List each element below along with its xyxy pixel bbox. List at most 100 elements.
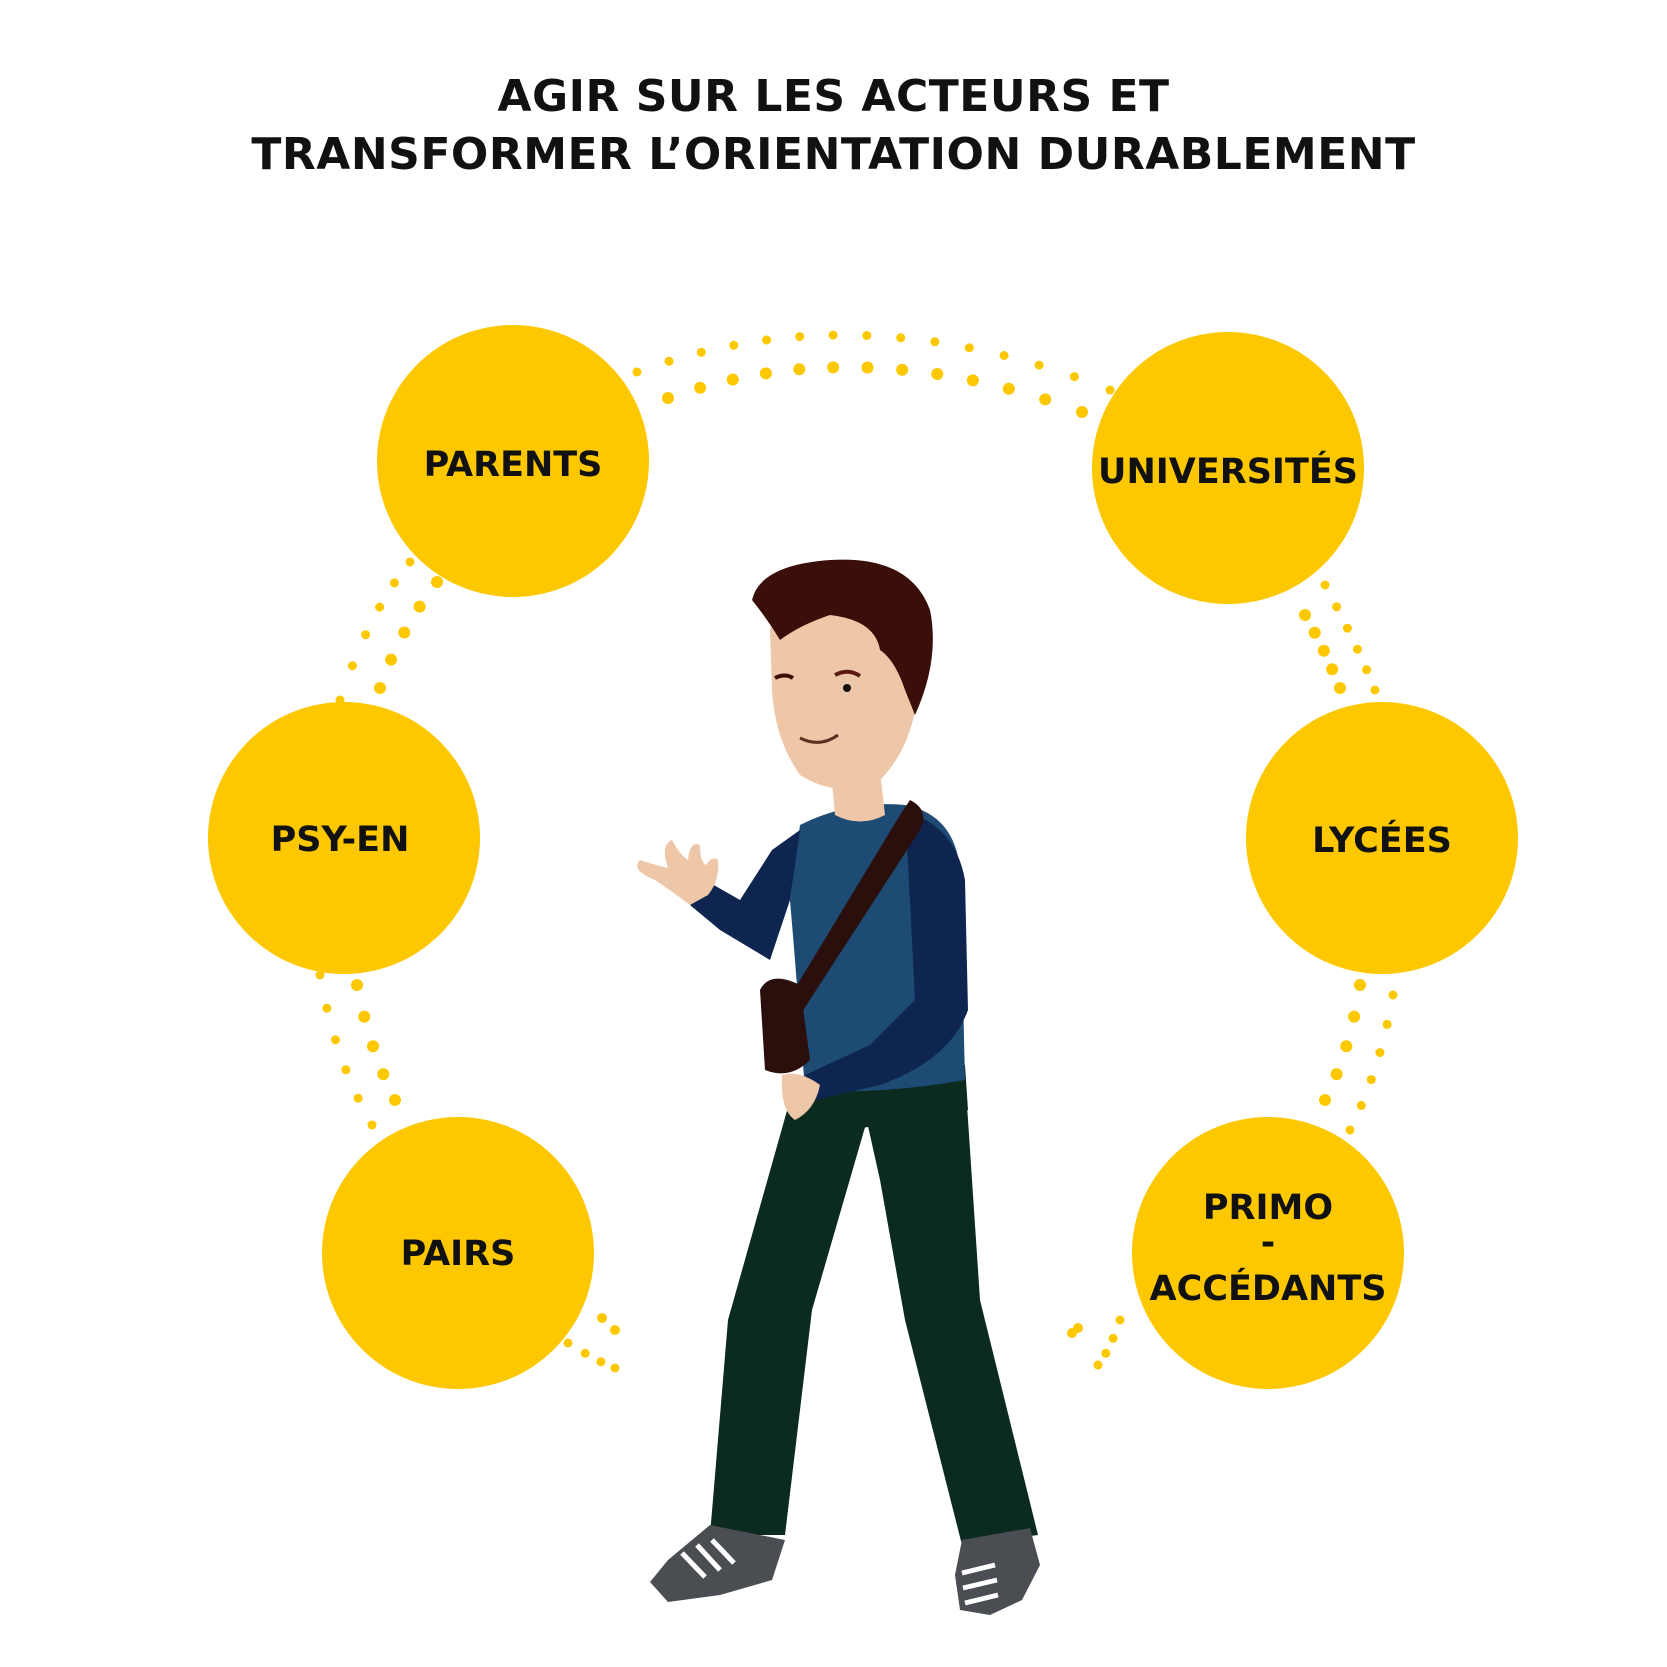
connector-dot [1039,393,1052,406]
connector-dot [385,653,398,666]
shoe-right [955,1528,1040,1615]
connector-dot [896,363,909,376]
connector-dot [696,347,706,357]
connector-dot [862,331,872,340]
connector-dot [1108,1333,1118,1343]
node-primo-accedants: PRIMO - ACCÉDANTS [1132,1117,1404,1389]
connector-dot [662,392,674,404]
shoe-left [650,1525,785,1602]
node-primo-label-line-2: - [1261,1223,1276,1263]
connector-dot [580,1348,590,1358]
connector-dot [793,363,806,376]
connector-dot [341,1065,351,1075]
connector-dot [1354,979,1366,991]
connector-dot [374,682,386,694]
connector-dot [1299,609,1311,621]
connector-dot [1317,644,1330,657]
connector-dot [389,578,399,588]
connector-dot [431,576,443,588]
connector-dot [762,335,772,345]
connector-dot [1320,580,1330,590]
node-universites-label: UNIVERSITÉS [1098,450,1358,492]
connector-dot [795,332,805,342]
connector-dot [966,374,979,387]
connector-dot [896,333,906,343]
connector-dot [413,600,426,613]
node-psy-en: PSY-EN [208,702,480,974]
connector-dot [632,367,642,377]
student-illustration [637,559,1040,1615]
connector-dot [1332,602,1342,612]
connector-dot [353,1093,363,1103]
connector-dot [694,381,707,394]
connector-dot [1330,1068,1343,1081]
node-parents-label: PARENTS [424,445,603,485]
connector-dot [726,373,739,386]
connector-dot [1366,1075,1376,1085]
connector-dot [931,368,944,380]
connector-dot [358,1010,371,1023]
connector-dot [827,361,840,374]
connector-dot [930,337,940,347]
node-lycees-label: LYCÉES [1312,819,1452,861]
connector-dot [999,351,1009,360]
connector-dot [347,661,357,671]
connector-dot [1069,372,1079,382]
connector-dot [610,1325,620,1335]
connector-dot [1308,626,1321,639]
connector-dot [1093,1360,1103,1370]
connector-dot [398,626,411,639]
connector-dot [1115,1315,1125,1325]
connector-dot [1034,360,1044,370]
connector-dot [331,1035,340,1045]
connector-dot [315,970,325,980]
connector-dot [1340,1040,1353,1053]
connector-dot [1334,682,1346,694]
connector-dot [377,1068,390,1081]
connector-dot [828,330,838,340]
connector-dot [367,1120,377,1130]
connector-dot [1326,663,1339,676]
node-psy-en-label: PSY-EN [271,820,410,860]
connector-dot [1356,1100,1366,1110]
node-primo-label-line-3: ACCÉDANTS [1150,1267,1387,1309]
connector-dot [964,343,974,353]
title-line-1: AGIR SUR LES ACTEURS ET [497,71,1170,122]
connector-dot [596,1357,606,1367]
dotted-connectors [315,330,1398,1373]
node-lycees: LYCÉES [1246,702,1518,974]
connector-dot [322,1003,332,1013]
connector-dot [729,340,739,350]
connector-dot [759,367,772,380]
node-pairs: PAIRS [322,1117,594,1389]
connector-dot [1345,1125,1355,1135]
connector-dot [1352,644,1362,654]
node-parents: PARENTS [377,325,649,597]
page-title: AGIR SUR LES ACTEURS ET TRANSFORMER L’OR… [0,68,1667,184]
connector-dot [1002,382,1015,395]
connector-dot [361,630,371,640]
connector-dot [351,979,363,991]
connector-dot [563,1338,573,1348]
connector-dot [1067,1328,1077,1338]
connector-dot [1342,623,1352,633]
connector-dot [405,557,415,567]
connector-dot [1319,1094,1331,1106]
connector-dot [664,356,674,366]
connector-dot [375,602,385,612]
connector-dot [367,1040,379,1053]
connector-dot [1105,385,1115,395]
connector-dot [1388,990,1398,1000]
connector-dot [389,1094,401,1106]
connector-dot [610,1363,620,1373]
node-universites: UNIVERSITÉS [1092,332,1364,604]
connector-dot [1370,685,1380,695]
connector-dot [1348,1010,1361,1023]
title-line-2: TRANSFORMER L’ORIENTATION DURABLEMENT [251,129,1416,180]
connector-dot [1382,1019,1392,1029]
connector-dot [861,361,874,374]
connector-dot [1362,665,1372,675]
node-pairs-label: PAIRS [401,1234,516,1274]
connector-dot [1101,1348,1111,1358]
